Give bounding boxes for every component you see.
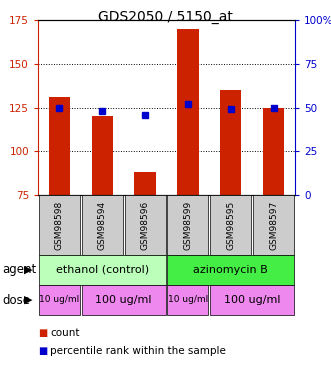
Text: azinomycin B: azinomycin B [193,265,268,275]
Text: ▶: ▶ [24,295,32,305]
Text: ▶: ▶ [24,265,32,275]
Text: ■: ■ [38,346,47,356]
Text: GSM98594: GSM98594 [98,200,107,250]
Text: GSM98599: GSM98599 [183,200,192,250]
Text: 10 ug/ml: 10 ug/ml [39,296,79,304]
Bar [134,172,156,195]
Text: GSM98598: GSM98598 [55,200,64,250]
Text: agent: agent [2,264,36,276]
Text: 100 ug/ml: 100 ug/ml [224,295,280,305]
Bar [263,108,284,195]
Text: GSM98595: GSM98595 [226,200,235,250]
Text: percentile rank within the sample: percentile rank within the sample [50,346,226,356]
Text: GDS2050 / 5150_at: GDS2050 / 5150_at [98,10,233,24]
Bar [92,116,113,195]
Text: GSM98597: GSM98597 [269,200,278,250]
Text: ■: ■ [38,328,47,338]
Text: dose: dose [2,294,30,306]
Text: 10 ug/ml: 10 ug/ml [168,296,208,304]
Text: GSM98596: GSM98596 [141,200,150,250]
Text: count: count [50,328,79,338]
Bar [220,90,241,195]
Text: 100 ug/ml: 100 ug/ml [95,295,152,305]
Text: ethanol (control): ethanol (control) [56,265,149,275]
Bar [177,29,199,195]
Bar [49,97,70,195]
